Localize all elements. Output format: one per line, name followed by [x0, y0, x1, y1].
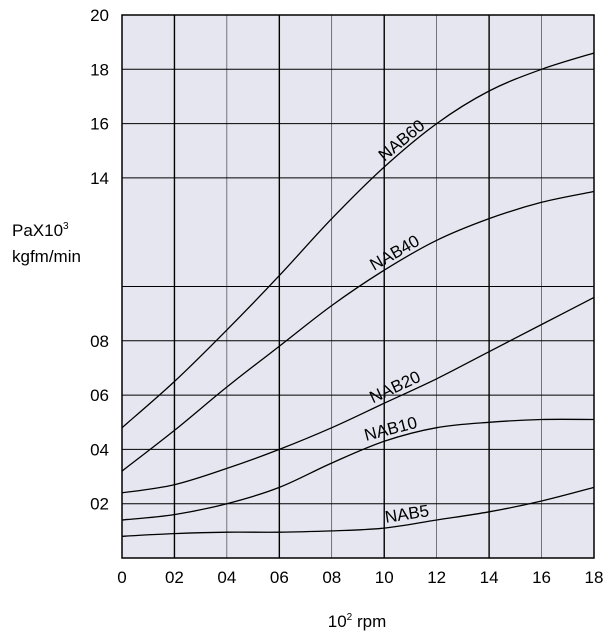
x-tick-label: 14 — [480, 568, 499, 587]
x-tick-labels: 0 02 04 06 08 10 12 14 16 18 — [117, 568, 603, 587]
series-line-nab10 — [121, 418, 595, 521]
y-axis-label-line2: kgfm/min — [12, 247, 81, 266]
y-axis-label-line1: PaX103 — [12, 221, 69, 240]
x-tick-label: 0 — [117, 568, 126, 587]
y-tick-label: 18 — [90, 60, 109, 79]
x-tick-label: 06 — [270, 568, 289, 587]
curves — [121, 52, 595, 537]
y-tick-label: 14 — [90, 169, 109, 188]
y-tick-label: 06 — [90, 386, 109, 405]
x-tick-label: 04 — [217, 568, 236, 587]
x-tick-label: 10 — [375, 568, 394, 587]
x-tick-label: 08 — [322, 568, 341, 587]
x-tick-label: 18 — [585, 568, 604, 587]
x-axis-label: 102 rpm — [328, 612, 386, 631]
y-tick-labels: 20 18 16 14 08 06 04 02 — [90, 6, 109, 514]
y-tick-label: 16 — [90, 115, 109, 134]
y-tick-label: 08 — [90, 332, 109, 351]
y-tick-label: 04 — [90, 440, 109, 459]
x-tick-label: 02 — [165, 568, 184, 587]
y-tick-label: 02 — [90, 495, 109, 514]
x-tick-label: 16 — [532, 568, 551, 587]
series-line-nab40 — [121, 190, 595, 472]
grid — [122, 15, 594, 558]
series-line-nab20 — [121, 296, 595, 494]
series-line-nab60 — [121, 52, 595, 429]
series-line-nab5 — [121, 486, 595, 537]
x-tick-label: 12 — [427, 568, 446, 587]
y-tick-label: 20 — [90, 6, 109, 25]
